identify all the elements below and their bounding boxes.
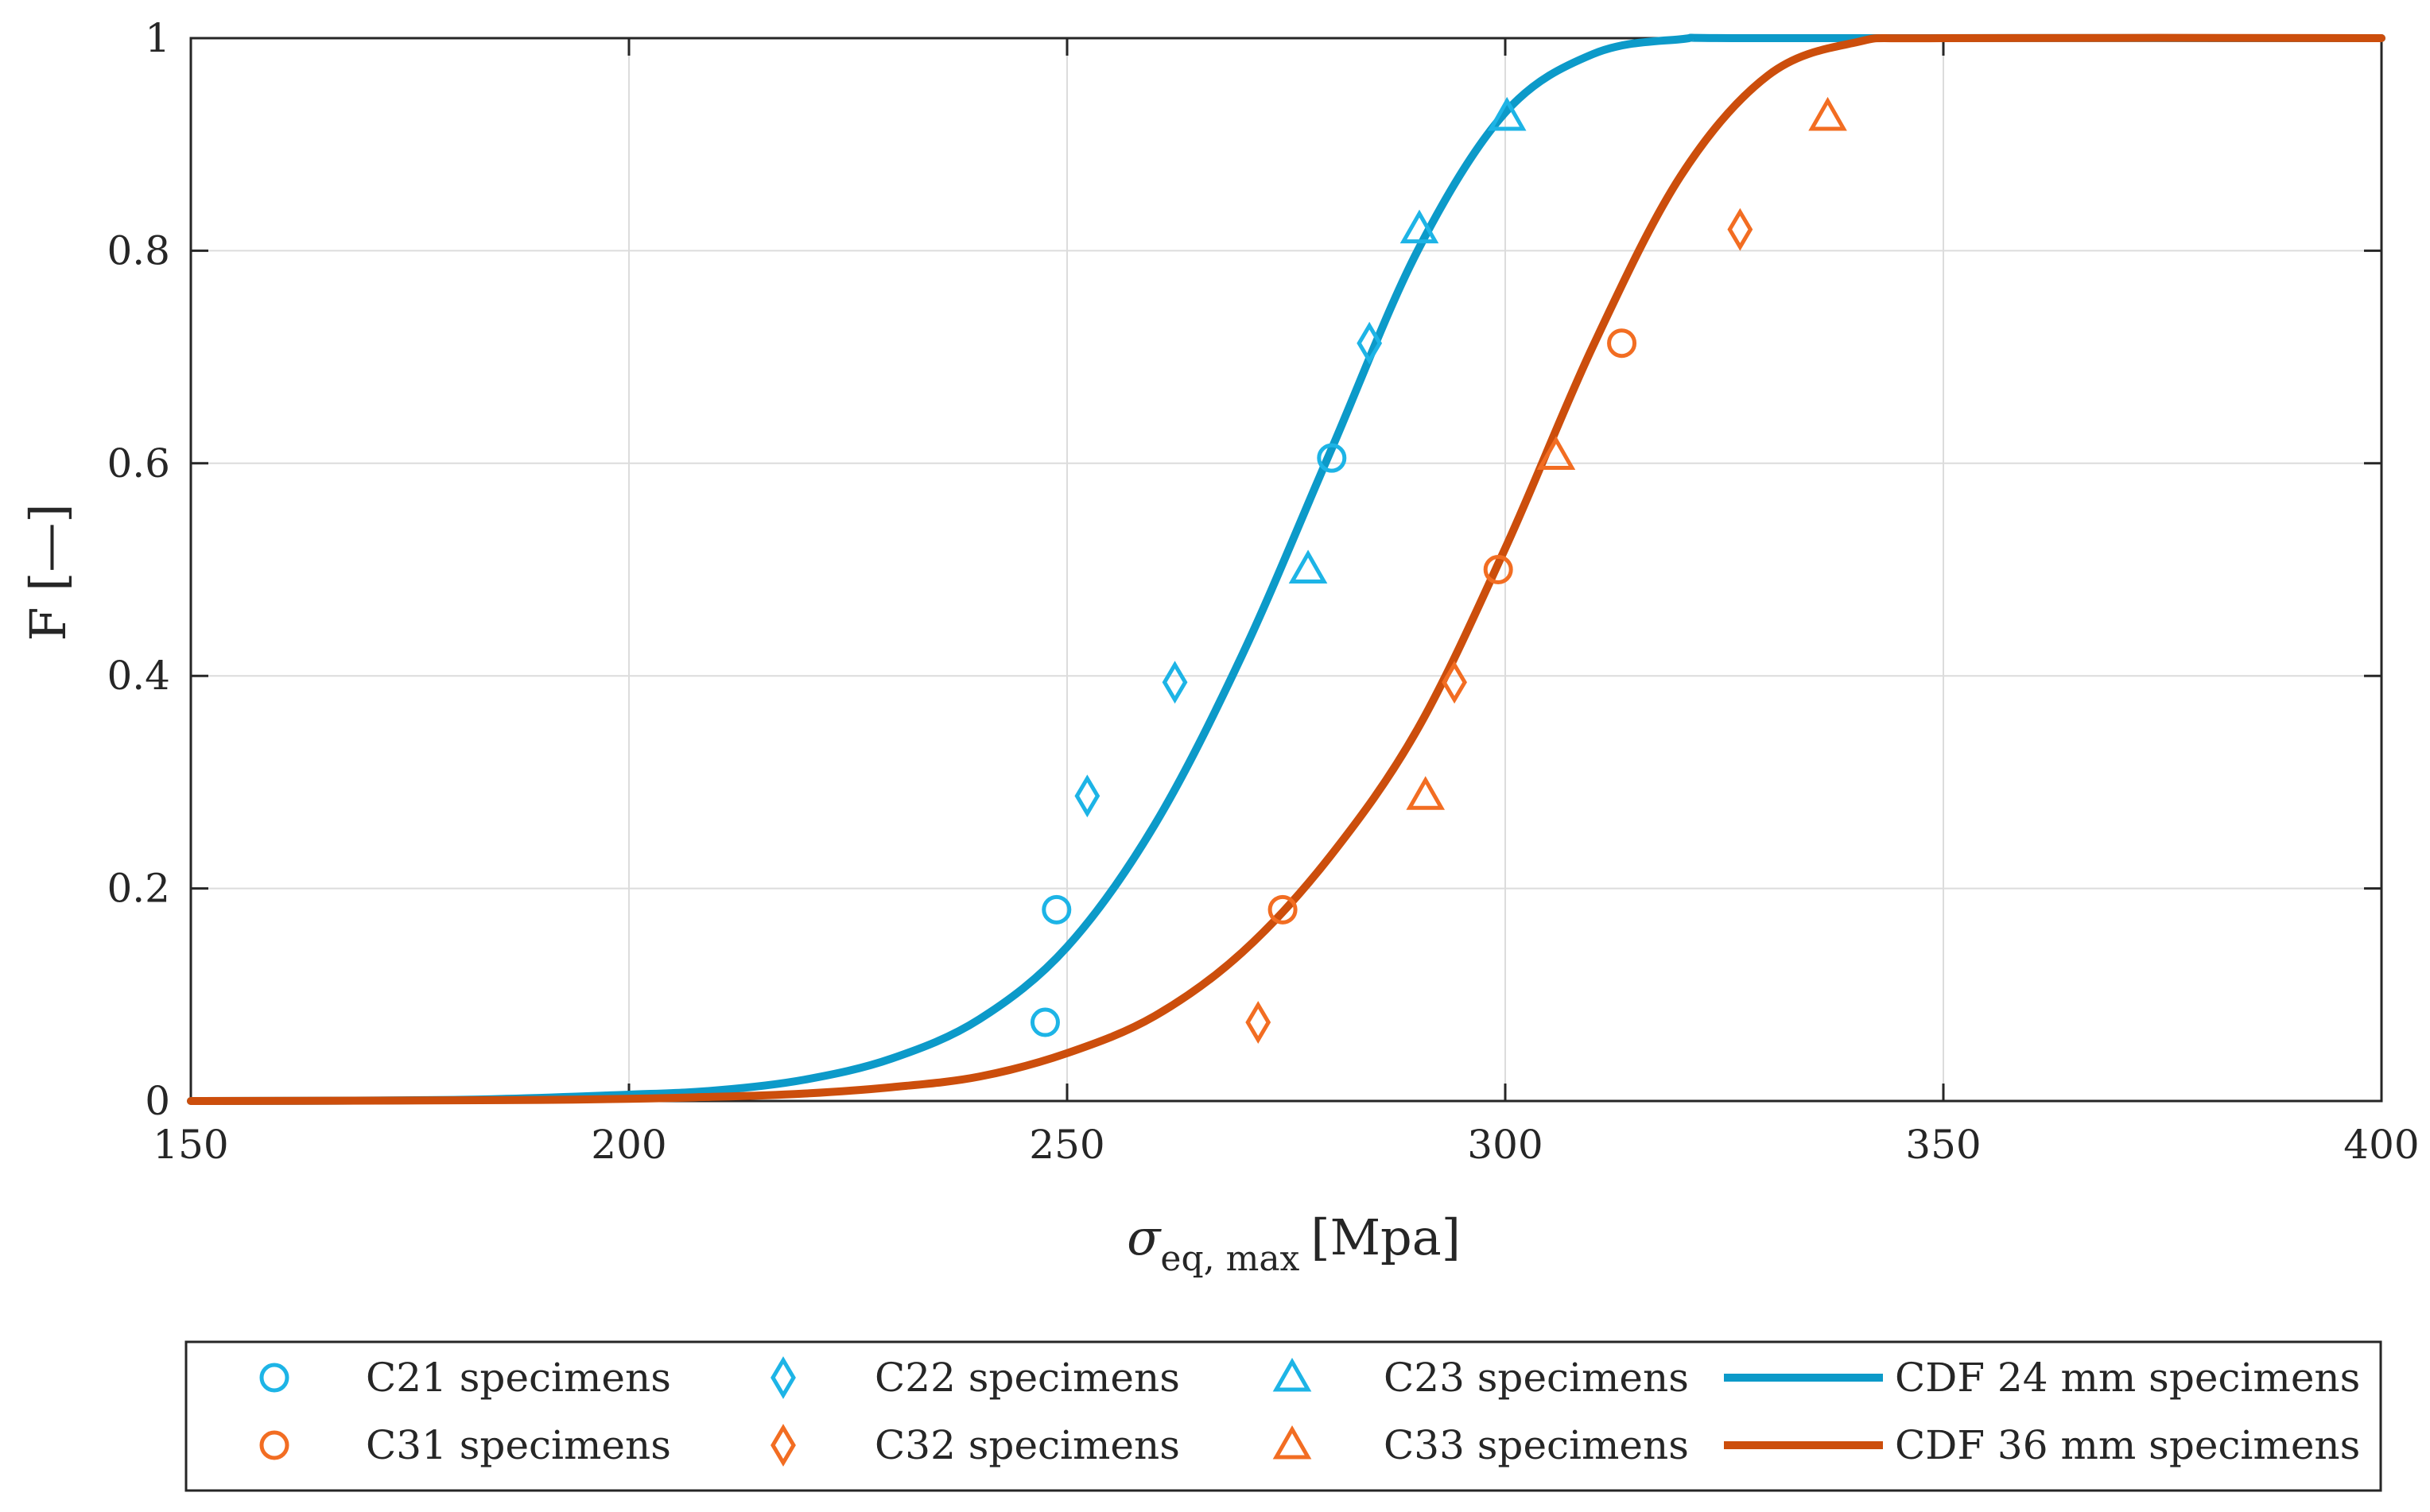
cdf-curve-24mm	[187, 33, 2385, 1105]
data-point-c23	[1487, 96, 1527, 131]
data-point-c22	[1357, 321, 1383, 365]
x-tick-label: 250	[1029, 1122, 1104, 1168]
data-point-c22	[1162, 661, 1188, 704]
cdf-curves	[187, 33, 2385, 1105]
legend-marker-c31	[259, 1430, 289, 1460]
x-axis-unit: [Mpa]	[1310, 1208, 1461, 1266]
data-point-c33	[1536, 436, 1576, 470]
data-point-c31	[1267, 894, 1298, 925]
x-axis-symbol: σ	[1127, 1208, 1162, 1266]
legend-entries: C21 specimens C31 specimens C22 specimens C…	[259, 1355, 2360, 1468]
grid	[190, 37, 2382, 1102]
data-point-c32	[1442, 661, 1467, 704]
y-tick-label: 0.6	[107, 440, 170, 487]
legend-label-cdf-36mm: CDF 36 mm specimens	[1895, 1422, 2360, 1468]
data-point-c23	[1288, 549, 1328, 583]
legend-label-c23: C23 specimens	[1384, 1355, 1689, 1401]
legend-label-c21: C21 specimens	[366, 1355, 671, 1401]
y-tick-label: 0.8	[107, 227, 170, 273]
data-point-c21	[1317, 443, 1347, 473]
legend	[184, 1340, 2382, 1492]
data-point-c33	[1808, 96, 1847, 131]
axis-ticks: 150 200 250 300 350 400 0 0.2 0.4 0.6 0.8 1	[107, 15, 2419, 1168]
x-tick-label: 350	[1905, 1122, 1981, 1168]
data-point-c21	[1042, 894, 1072, 925]
y-tick-label: 0.2	[107, 866, 170, 912]
x-tick-label: 150	[153, 1122, 228, 1168]
legend-marker-c22	[771, 1356, 796, 1399]
plot-frame	[189, 37, 2383, 1103]
legend-label-c33: C33 specimens	[1384, 1422, 1689, 1468]
data-point-c21	[1030, 1007, 1060, 1037]
legend-marker-c32	[771, 1424, 796, 1467]
data-point-c22	[1074, 774, 1100, 818]
data-point-c32	[1245, 1001, 1271, 1044]
y-tick-label: 0	[145, 1078, 170, 1124]
legend-marker-c33	[1272, 1425, 1312, 1460]
data-point-c23	[1399, 209, 1439, 244]
y-tick-label: 1	[145, 15, 170, 61]
y-tick-label: 0.4	[107, 653, 170, 699]
legend-label-cdf-24mm: CDF 24 mm specimens	[1895, 1355, 2360, 1401]
x-tick-label: 200	[591, 1122, 666, 1168]
x-tick-label: 300	[1467, 1122, 1543, 1168]
legend-label-c31: C31 specimens	[366, 1422, 671, 1468]
x-axis-subscript: eq, max	[1160, 1239, 1299, 1279]
legend-label-c32: C32 specimens	[875, 1422, 1180, 1468]
data-point-c31	[1607, 328, 1637, 359]
data-point-c33	[1406, 776, 1446, 810]
legend-label-c22: C22 specimens	[875, 1355, 1180, 1401]
y-axis-label: F [—]	[19, 503, 77, 641]
cdf-curve-36mm	[187, 33, 2385, 1105]
legend-marker-c21	[259, 1363, 289, 1393]
x-axis-label: σeq, max [Mpa]	[1127, 1208, 1461, 1279]
data-point-c31	[1483, 555, 1513, 584]
legend-marker-c23	[1272, 1357, 1312, 1392]
data-point-c32	[1727, 207, 1753, 251]
x-tick-label: 400	[2343, 1122, 2419, 1168]
data-markers	[1030, 96, 1847, 1044]
